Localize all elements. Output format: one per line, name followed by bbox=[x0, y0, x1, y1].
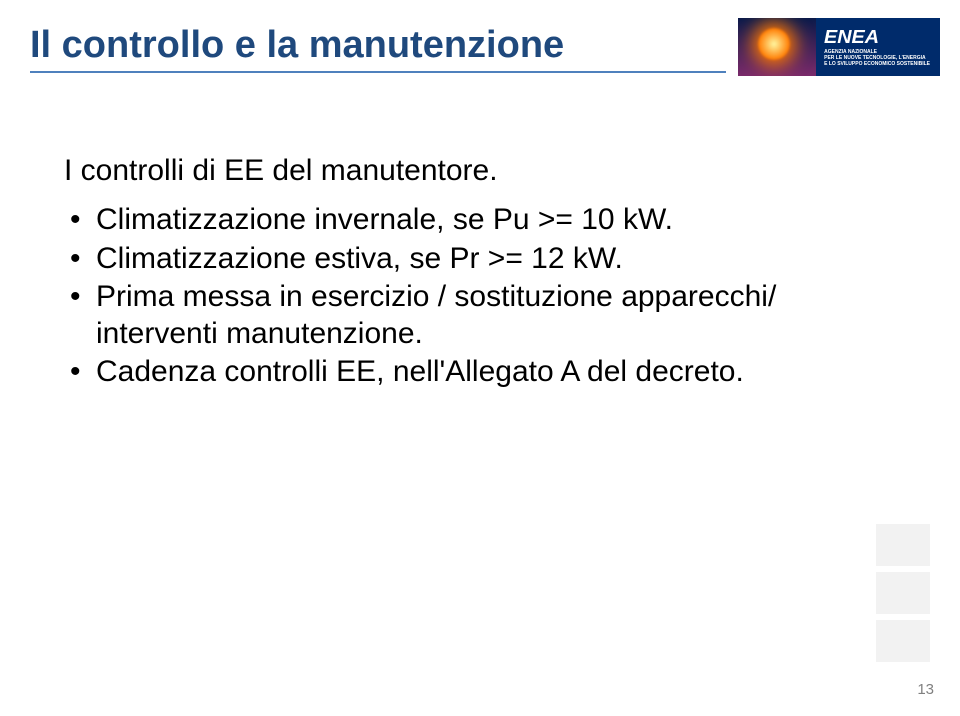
logo-brand-text: ENEA bbox=[824, 27, 879, 48]
logo-text-block: ENEA AGENZIA NAZIONALE PER LE NUOVE TECN… bbox=[816, 18, 940, 76]
slide-title: Il controllo e la manutenzione bbox=[30, 24, 726, 67]
bullet-item: Climatizzazione estiva, se Pr >= 12 kW. bbox=[68, 241, 896, 278]
title-underline: Il controllo e la manutenzione bbox=[30, 24, 726, 73]
enea-logo: ENEA AGENZIA NAZIONALE PER LE NUOVE TECN… bbox=[738, 18, 940, 76]
bullet-item: Climatizzazione invernale, se Pu >= 10 k… bbox=[68, 202, 896, 239]
logo-subtitle: AGENZIA NAZIONALE PER LE NUOVE TECNOLOGI… bbox=[824, 50, 930, 67]
logo-brand: ENEA bbox=[824, 26, 930, 48]
page-number: 13 bbox=[917, 681, 934, 698]
logo-sun-icon bbox=[738, 18, 816, 76]
bullet-item: Prima messa in esercizio / sostituzione … bbox=[68, 279, 896, 352]
bullet-item: Cadenza controlli EE, nell'Allegato A de… bbox=[68, 354, 896, 391]
intro-text: I controlli di EE del manutentore. bbox=[64, 154, 896, 188]
bullet-list: Climatizzazione invernale, se Pu >= 10 k… bbox=[64, 202, 896, 391]
decorative-squares bbox=[876, 518, 930, 662]
slide-body: I controlli di EE del manutentore. Clima… bbox=[0, 76, 960, 391]
logo-sub-line: E LO SVILUPPO ECONOMICO SOSTENIBILE bbox=[824, 62, 930, 68]
slide-header: Il controllo e la manutenzione ENEA AGEN… bbox=[0, 0, 960, 76]
